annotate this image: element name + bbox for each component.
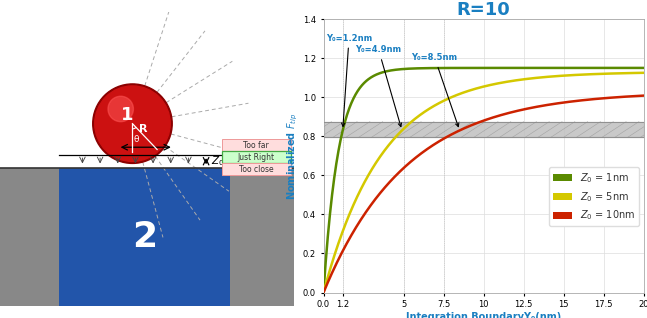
Text: Y₀=4.9nm: Y₀=4.9nm — [356, 45, 402, 127]
Text: 2: 2 — [132, 220, 157, 254]
FancyBboxPatch shape — [222, 163, 291, 175]
Text: Just Right: Just Right — [237, 153, 275, 162]
X-axis label: Integration BoundaryY₀(nm): Integration BoundaryY₀(nm) — [406, 312, 561, 318]
Text: θ: θ — [133, 135, 138, 144]
Legend: $Z_0$ = 1nm, $Z_0$ = 5nm, $Z_0$ = 10nm: $Z_0$ = 1nm, $Z_0$ = 5nm, $Z_0$ = 10nm — [549, 167, 639, 226]
Text: Too far: Too far — [243, 141, 269, 150]
Text: Y₀=8.5nm: Y₀=8.5nm — [411, 53, 459, 127]
Circle shape — [94, 86, 170, 162]
Text: 1: 1 — [121, 107, 133, 124]
Text: $Z_0$: $Z_0$ — [212, 154, 225, 168]
Text: $y_i$: $y_i$ — [140, 129, 151, 141]
Text: Too close: Too close — [239, 164, 274, 174]
FancyBboxPatch shape — [222, 139, 291, 152]
Text: R: R — [138, 124, 147, 134]
Title: R=10: R=10 — [457, 1, 510, 19]
FancyBboxPatch shape — [222, 151, 291, 163]
Y-axis label: Nominalized $F_{tip}$: Nominalized $F_{tip}$ — [285, 112, 300, 199]
Text: Y₀=1.2nm: Y₀=1.2nm — [326, 33, 372, 127]
Bar — [59, 168, 230, 306]
Circle shape — [108, 96, 133, 122]
Bar — [0, 168, 294, 306]
Circle shape — [93, 84, 172, 163]
